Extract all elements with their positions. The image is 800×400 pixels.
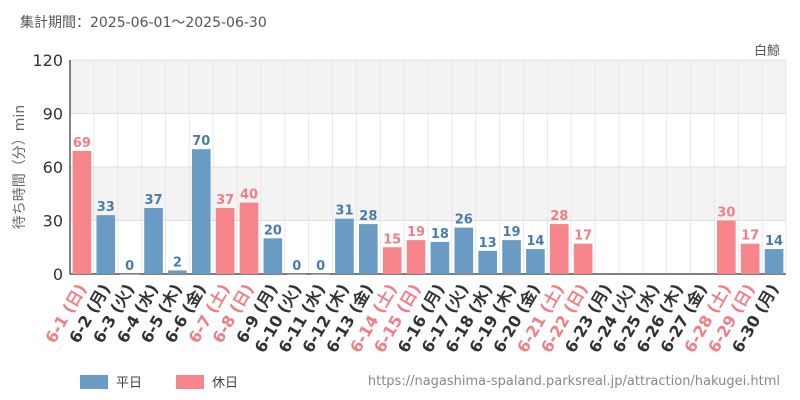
data-label: 14 (526, 234, 544, 249)
y-axis-label: 待ち時間（分）min (12, 105, 28, 229)
legend-holiday-label: 休日 (212, 376, 239, 391)
bar (120, 274, 139, 275)
data-label: 17 (741, 229, 759, 244)
bar (478, 250, 497, 274)
data-label: 0 (316, 259, 325, 274)
legend: 平日 休日 (80, 372, 272, 391)
bar (740, 243, 760, 274)
bar (430, 241, 450, 274)
data-label: 37 (216, 193, 234, 208)
data-label: 40 (240, 188, 258, 203)
y-tick-label: 30 (43, 212, 63, 231)
bar (96, 215, 116, 274)
data-label: 19 (502, 225, 520, 240)
source-url: https://nagashima-spaland.parksreal.jp/a… (367, 374, 780, 389)
bar (263, 238, 283, 274)
data-label: 33 (97, 200, 115, 215)
data-label: 13 (479, 236, 497, 251)
bar (764, 249, 784, 274)
data-label: 15 (383, 232, 401, 247)
data-label: 17 (574, 229, 592, 244)
data-label: 30 (717, 206, 735, 221)
legend-holiday-swatch (176, 374, 205, 389)
data-label: 0 (125, 259, 134, 274)
legend-weekday-swatch (80, 374, 108, 389)
bar (359, 224, 378, 274)
legend-holiday: 休日 (176, 372, 238, 391)
legend-weekday: 平日 (80, 372, 142, 391)
legend-weekday-label: 平日 (116, 376, 143, 391)
bar (549, 224, 569, 274)
bar (406, 240, 426, 274)
bar (573, 243, 593, 274)
data-label: 26 (455, 213, 473, 228)
bar (215, 208, 235, 274)
data-label: 18 (431, 227, 449, 242)
data-label: 69 (73, 136, 91, 151)
bar (191, 149, 211, 274)
bar (144, 208, 163, 274)
bar (502, 240, 521, 274)
data-label: 0 (292, 259, 301, 274)
bar (311, 274, 330, 275)
bar (72, 150, 92, 274)
data-label: 19 (407, 225, 425, 240)
period-label: 集計期間：2025-06-01～2025-06-30 (20, 15, 267, 31)
y-tick-label: 0 (53, 265, 63, 284)
y-tick-label: 120 (32, 51, 63, 70)
bar (717, 220, 736, 274)
bar (454, 227, 474, 274)
y-tick-label: 90 (43, 105, 63, 124)
bar (239, 202, 259, 274)
data-label: 2 (173, 255, 182, 270)
data-label: 28 (359, 209, 377, 224)
data-label: 37 (144, 193, 162, 208)
data-label: 70 (192, 134, 210, 149)
data-label: 28 (550, 209, 568, 224)
y-tick-label: 60 (43, 158, 63, 177)
bar (287, 274, 307, 275)
data-label: 14 (765, 234, 783, 249)
bar (335, 218, 354, 274)
data-label: 20 (264, 223, 282, 238)
attraction-name: 白鯨 (753, 44, 780, 59)
bar (526, 249, 545, 274)
bar (168, 270, 187, 274)
data-label: 31 (335, 204, 353, 219)
bar (382, 247, 402, 274)
